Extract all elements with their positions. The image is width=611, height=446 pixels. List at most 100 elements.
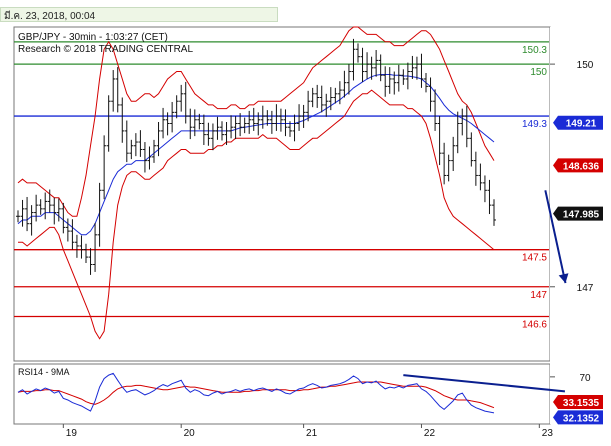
price-bar	[210, 123, 215, 151]
price-bar	[106, 95, 111, 152]
price-axis: 150 147	[550, 60, 594, 294]
price-bar	[369, 56, 374, 80]
price-bar	[446, 154, 451, 182]
price-bar	[129, 139, 134, 160]
price-bar	[20, 199, 25, 227]
price-marker-1: 148.636	[553, 158, 603, 173]
price-marker-2: 147.985	[553, 206, 603, 221]
price-bar	[428, 77, 433, 112]
price-bar	[215, 116, 220, 140]
lower-band-line	[18, 89, 495, 340]
price-bar	[469, 132, 474, 167]
level-label-0: 150.3	[522, 45, 547, 56]
price-bar	[310, 87, 315, 108]
price-bar	[88, 248, 93, 275]
rsi-trendline	[403, 374, 566, 393]
price-bar	[156, 122, 161, 157]
price-bar	[188, 108, 193, 140]
price-bar	[238, 113, 243, 137]
price-bar	[405, 62, 410, 90]
price-bar	[170, 101, 175, 133]
price-bar	[365, 52, 370, 79]
forecast-arrow-head	[558, 273, 569, 284]
price-bar	[147, 146, 152, 170]
price-bar	[401, 69, 406, 85]
price-bar	[224, 122, 229, 146]
price-bar	[433, 89, 438, 131]
price-bar	[220, 121, 224, 141]
price-marker-label: 149.21	[566, 119, 597, 130]
price-bar	[124, 120, 129, 163]
price-bar	[324, 93, 329, 117]
price-bars	[16, 38, 496, 275]
price-bar	[233, 116, 238, 140]
price-bar	[473, 151, 478, 186]
time-tick-label-2: 21	[306, 428, 318, 439]
price-axis-area	[550, 27, 610, 424]
price-bar	[482, 175, 487, 203]
price-bar	[283, 109, 288, 137]
price-bar	[360, 47, 365, 82]
price-bar	[315, 84, 320, 108]
forecast-arrow	[544, 190, 569, 284]
price-bar	[197, 113, 202, 130]
price-marker-label: 148.636	[563, 161, 600, 172]
rsi-marker-0: 33.1535	[553, 395, 603, 409]
rsi-marker-1: 32.1352	[553, 410, 603, 425]
price-bar	[133, 133, 138, 157]
price-bar	[79, 235, 84, 259]
price-bar	[410, 55, 415, 79]
price-bar	[47, 189, 52, 213]
price-tick-label-0: 150	[577, 60, 594, 71]
price-bar	[174, 95, 179, 119]
price-bar	[414, 56, 419, 80]
price-bar	[115, 67, 120, 113]
price-bar	[269, 110, 274, 134]
rsi-line	[17, 372, 495, 414]
main-panel-frame	[13, 26, 551, 362]
price-bar	[419, 53, 424, 88]
moving-average	[17, 74, 495, 236]
price-marker-tag	[553, 115, 603, 130]
timestamp-field: มี.ค. 23, 2018, 00:04	[0, 7, 278, 22]
price-bar	[111, 70, 116, 112]
price-bar	[288, 121, 292, 137]
price-bar	[292, 114, 297, 142]
price-bar	[319, 85, 324, 113]
price-bar	[374, 50, 379, 77]
price-bar	[424, 73, 428, 93]
price-bar	[251, 107, 256, 131]
price-bar	[74, 234, 79, 258]
price-bar	[84, 243, 88, 264]
rsi-tick-label-0: 70	[579, 373, 591, 384]
toolbar: มี.ค. 23, 2018, 00:04	[0, 0, 611, 22]
price-bar	[274, 104, 279, 131]
time-tick-label-0: 19	[66, 428, 78, 439]
rsi-panel-frame	[13, 363, 551, 425]
price-bar	[229, 115, 234, 139]
price-bar	[165, 112, 170, 136]
price-marker-0: 149.21	[553, 115, 603, 130]
rsi-marker-tag	[553, 395, 603, 409]
chart-title: GBP/JPY - 30min - 1:03:27 (CET)	[18, 32, 168, 43]
price-bar	[179, 84, 184, 112]
price-chart: 150.3 150 149.3 147.5 147 146.6 149.21 148.636…	[13, 26, 610, 439]
price-bar	[52, 197, 57, 225]
price-bar	[152, 139, 156, 163]
time-tick-label-1: 20	[184, 428, 196, 439]
price-bar	[260, 105, 265, 129]
level-label-1: 150	[530, 67, 547, 78]
price-marker-label: 147.985	[563, 210, 600, 221]
price-bar	[337, 81, 342, 105]
price-bar	[356, 43, 360, 63]
price-bar	[342, 70, 347, 98]
price-bar	[487, 179, 492, 215]
price-bar	[442, 142, 447, 185]
price-bar	[102, 135, 107, 200]
price-bar	[478, 163, 483, 191]
level-label-4: 147	[530, 290, 547, 301]
price-bar	[25, 196, 30, 232]
rsi-ma-line	[17, 381, 495, 409]
price-bar	[247, 110, 252, 134]
price-bar	[464, 105, 469, 148]
